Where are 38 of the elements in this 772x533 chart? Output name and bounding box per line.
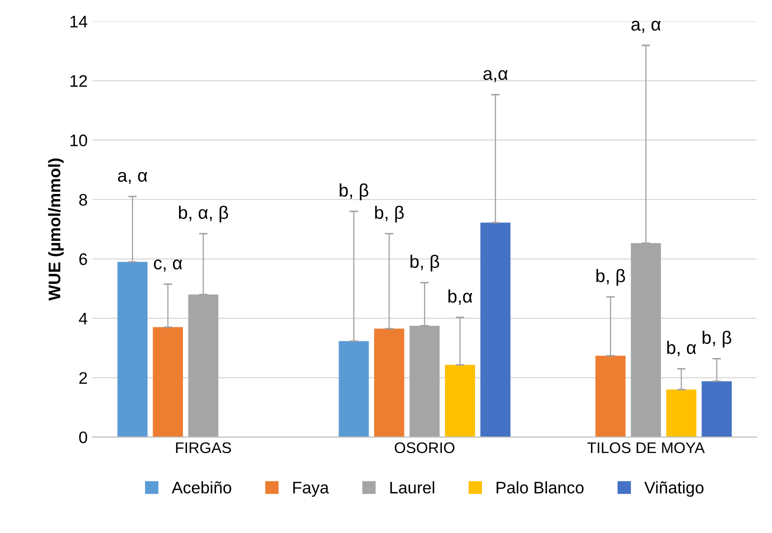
- legend-label: Faya: [293, 482, 329, 497]
- annotation: a, α: [118, 172, 148, 184]
- y-tick-label: 2: [79, 372, 87, 384]
- y-tick-label: 8: [79, 194, 88, 206]
- x-tick-label: OSORIO: [394, 442, 454, 454]
- bar: [338, 341, 369, 438]
- annotation: b, β: [340, 183, 368, 200]
- bar: [444, 364, 476, 438]
- bar: [595, 356, 626, 438]
- bar: [152, 327, 183, 438]
- legend-label: Laurel: [390, 481, 434, 494]
- annotation: b, β: [596, 268, 626, 286]
- bar: [374, 328, 404, 438]
- y-tick-label: 10: [70, 134, 88, 146]
- y-tick-label: 6: [79, 253, 88, 266]
- annotation: b, α: [667, 340, 696, 356]
- bar: [666, 390, 696, 438]
- annotation: a, α: [631, 20, 661, 33]
- annotation: b, β: [375, 206, 404, 223]
- annotation: a,α: [483, 70, 508, 82]
- annotation: c, α: [154, 260, 182, 272]
- legend-label: Viñatigo: [644, 481, 704, 497]
- bar: [480, 222, 510, 438]
- y-tick-label: 0: [79, 431, 88, 444]
- y-axis-title: WUE (µmol/mmol): [48, 158, 64, 301]
- y-tick-label: 4: [78, 312, 88, 324]
- x-tick-label: TILOS DE MOYA: [587, 442, 705, 454]
- bar: [117, 262, 148, 438]
- x-tick-label: FIRGAS: [176, 442, 232, 454]
- annotation: b,α: [448, 289, 472, 305]
- bar: [702, 381, 732, 438]
- legend-label: Acebiño: [172, 481, 232, 494]
- annotation: b, β: [702, 330, 732, 348]
- annotation: b, α, β: [178, 206, 228, 223]
- y-tick-label: 12: [70, 75, 87, 87]
- annotation: b, β: [410, 254, 440, 272]
- legend-label: Palo Blanco: [496, 481, 584, 494]
- y-tick-label: 14: [70, 16, 88, 28]
